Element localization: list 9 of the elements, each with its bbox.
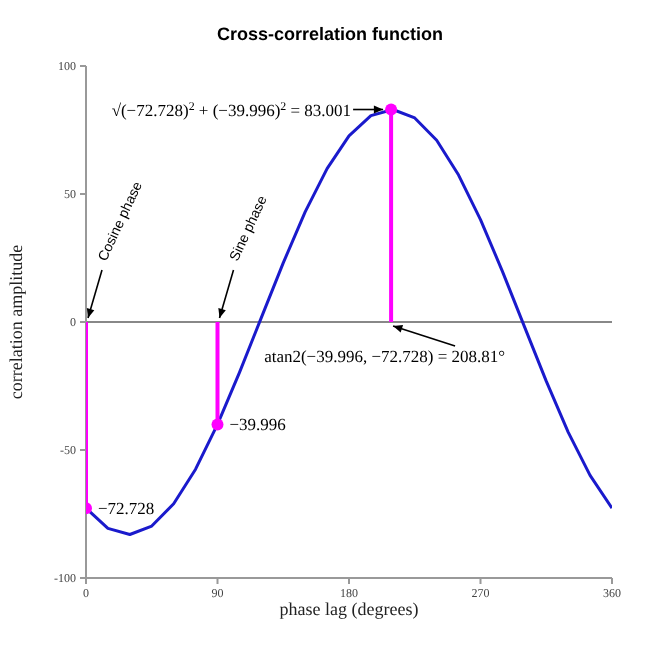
y-axis-title: correlation amplitude: [6, 244, 27, 400]
data-label: −72.728: [98, 498, 155, 519]
chart-title: Cross-correlation function: [216, 24, 444, 44]
x-axis-title: phase lag (degrees): [279, 598, 419, 619]
point: [385, 103, 398, 116]
point: [211, 418, 224, 431]
annotation: atan2(−39.996, −72.728) = 208.81°: [264, 346, 506, 366]
data-label: −39.996: [229, 414, 286, 435]
annotation: √(−72.728)$^{2}$ + (−39.996)$^{2}$ = 83.001: [111, 99, 352, 120]
